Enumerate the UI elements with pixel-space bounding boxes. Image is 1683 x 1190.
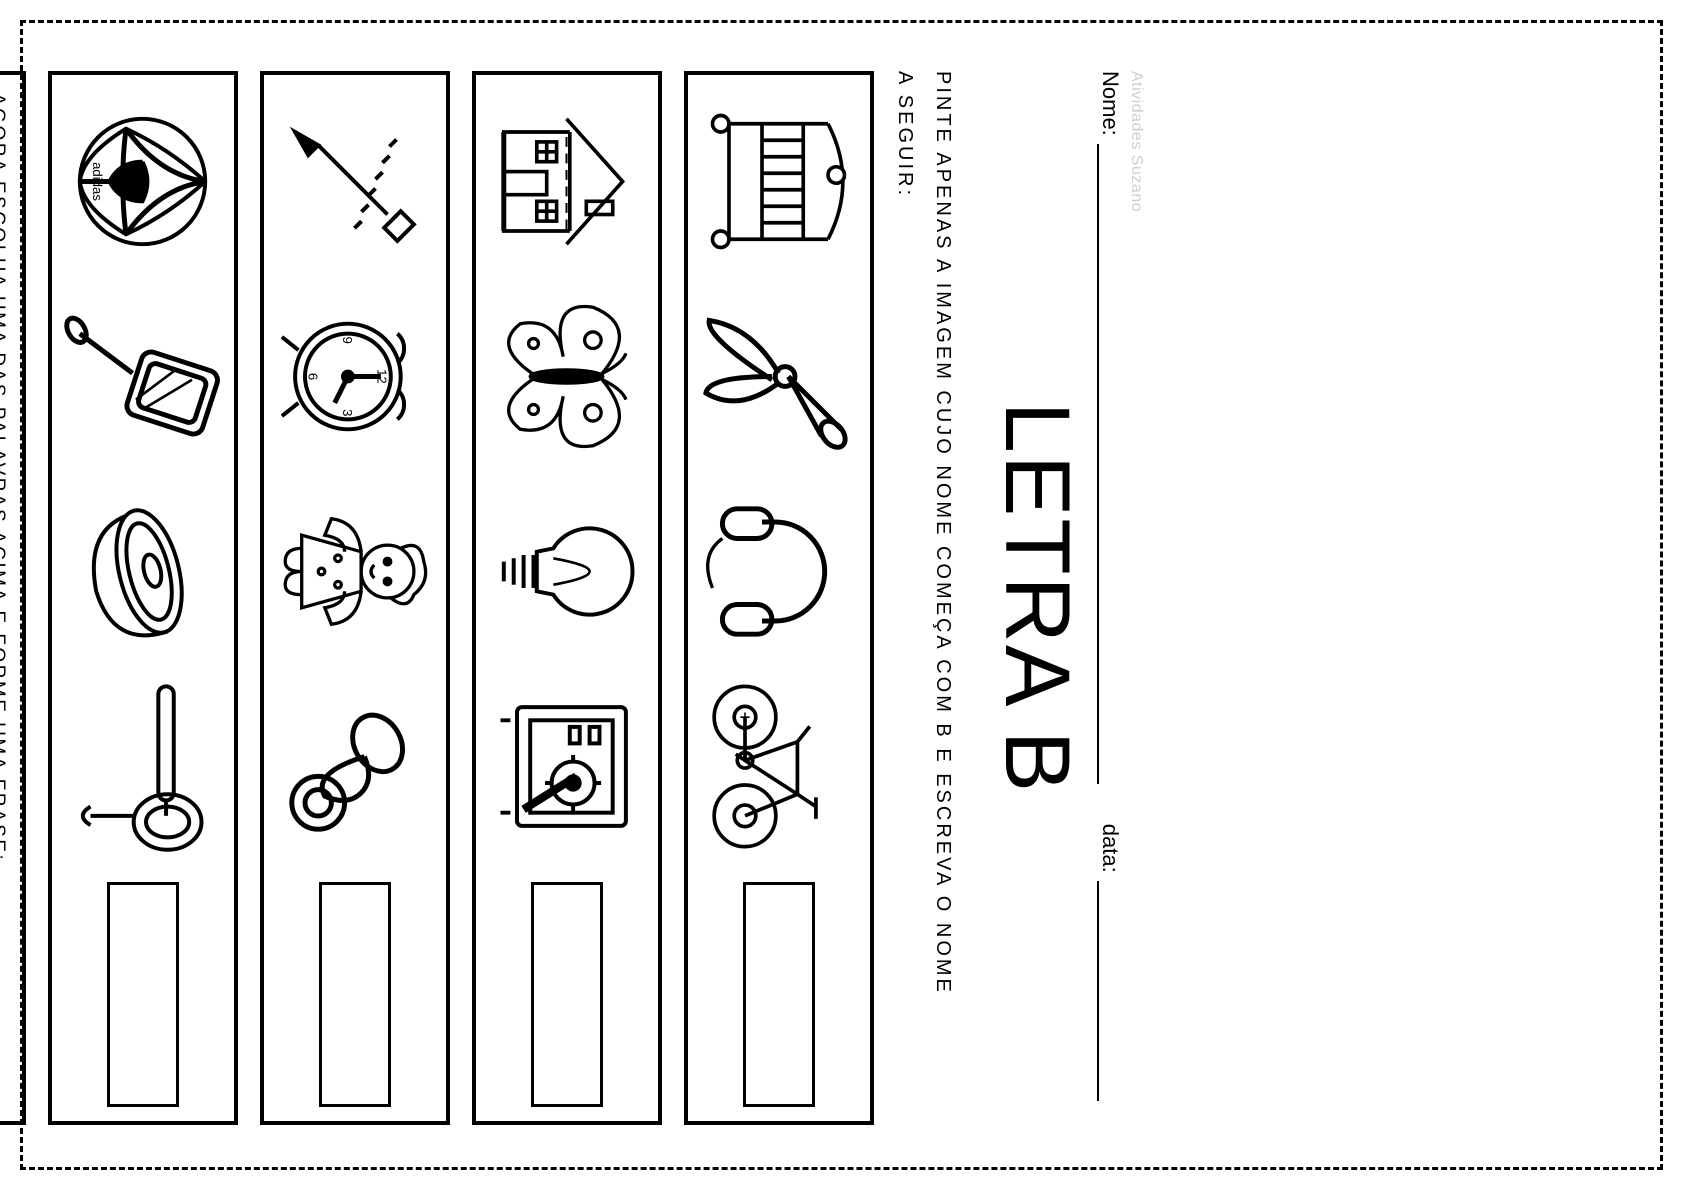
picture-row-4: adidas (48, 71, 238, 1125)
alarm-clock-icon[interactable]: 12 3 6 9 (273, 284, 438, 469)
date-label: data: (1097, 824, 1123, 873)
name-blank-line[interactable] (1097, 144, 1117, 784)
picture-row-3: 12 3 6 9 (260, 71, 450, 1125)
house-icon[interactable] (485, 89, 650, 274)
headphones-icon[interactable] (697, 479, 862, 664)
picture-row-2 (472, 71, 662, 1125)
pliers-icon[interactable] (697, 284, 862, 469)
door-handle-icon[interactable] (61, 674, 226, 859)
tin-can-icon[interactable] (61, 479, 226, 664)
soccer-ball-icon[interactable]: adidas (61, 89, 226, 274)
svg-text:adidas: adidas (91, 162, 106, 201)
date-field: data: (1097, 824, 1123, 1101)
name-field: Nome: (1097, 71, 1123, 784)
lightbulb-icon[interactable] (485, 479, 650, 664)
page-title: LETRA B (984, 71, 1089, 1125)
svg-text:3: 3 (340, 409, 355, 416)
svg-text:12: 12 (375, 369, 390, 384)
screw-icon[interactable] (273, 89, 438, 274)
bicycle-icon[interactable] (697, 674, 862, 859)
crib-icon[interactable] (697, 89, 862, 274)
worksheet-page: Atividades Suzano Nome: data: LETRA B PI… (20, 20, 1663, 1170)
pacifier-icon[interactable] (273, 674, 438, 859)
watermark-text: Atividades Suzano (1127, 71, 1145, 1125)
hand-mirror-icon[interactable] (61, 284, 226, 469)
svg-text:6: 6 (306, 373, 321, 380)
butterfly-icon[interactable] (485, 284, 650, 469)
answer-box-2[interactable] (531, 882, 603, 1107)
date-blank-line[interactable] (1097, 881, 1117, 1101)
instruction-line-1: PINTE APENAS A IMAGEM CUJO NOME COMEÇA C… (924, 71, 962, 1125)
answer-box-4[interactable] (107, 882, 179, 1107)
instruction-line-2: A SEGUIR: (886, 71, 924, 1125)
svg-text:9: 9 (340, 337, 355, 344)
instructions: PINTE APENAS A IMAGEM CUJO NOME COMEÇA C… (886, 71, 962, 1125)
answer-box-1[interactable] (743, 882, 815, 1107)
name-label: Nome: (1097, 71, 1123, 136)
answer-box-3[interactable] (319, 882, 391, 1107)
doll-icon[interactable] (273, 479, 438, 664)
worksheet-body: Atividades Suzano Nome: data: LETRA B PI… (0, 23, 1173, 1173)
picture-row-1 (684, 71, 874, 1125)
sentence-box: AGORA ESCOLHA UMA DAS PALAVRAS ACIMA E F… (0, 71, 26, 1125)
safe-icon[interactable] (485, 674, 650, 859)
header-row: Nome: data: (1097, 71, 1123, 1125)
sentence-instruction: AGORA ESCOLHA UMA DAS PALAVRAS ACIMA E F… (0, 93, 8, 1103)
